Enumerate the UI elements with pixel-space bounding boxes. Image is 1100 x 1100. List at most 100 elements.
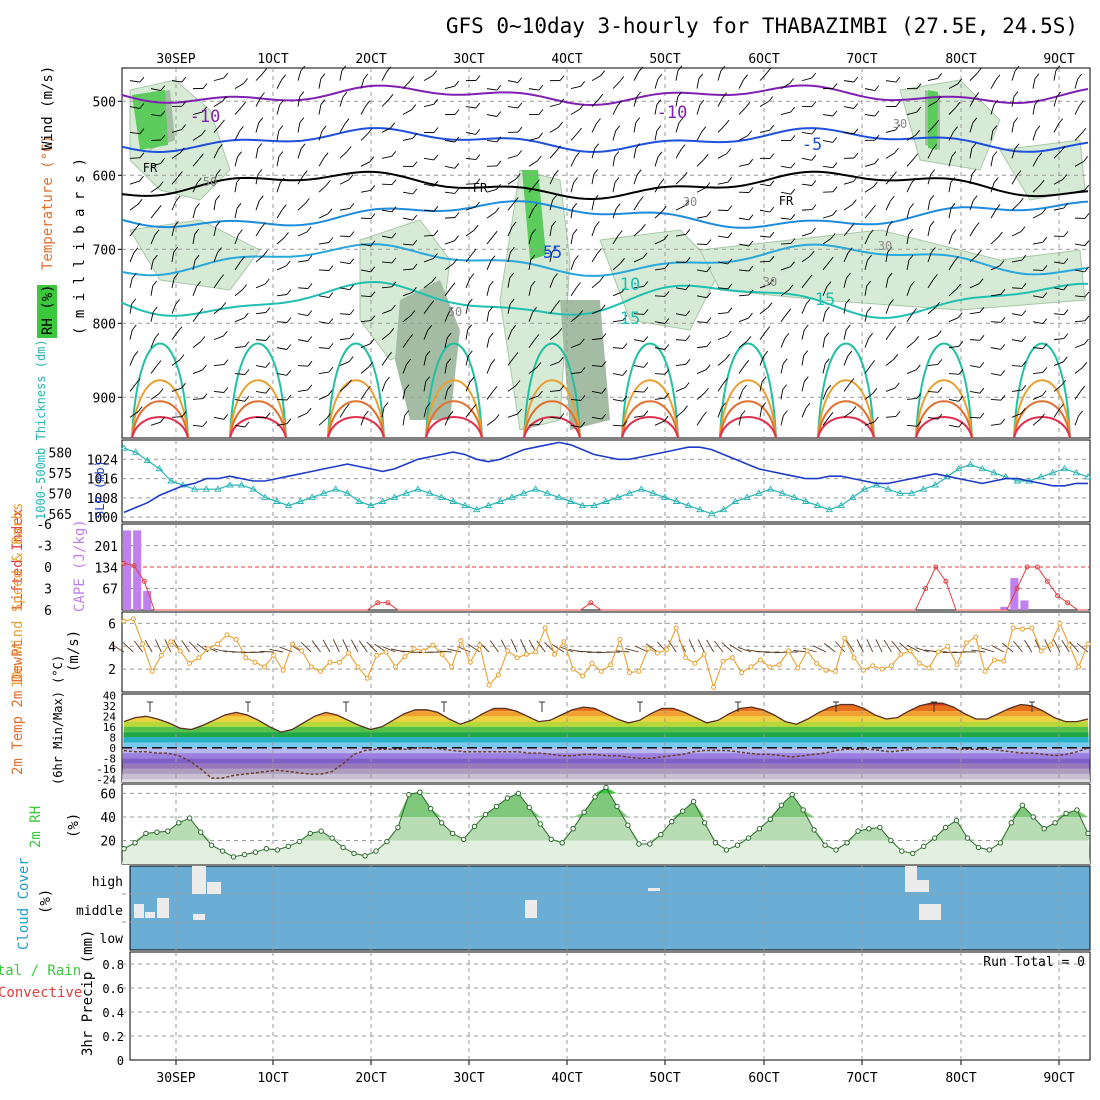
wind-barb <box>444 363 448 374</box>
wind-barb-flag <box>217 247 222 253</box>
wind-barb <box>1053 361 1064 366</box>
wind-barb-flag <box>363 73 369 80</box>
wind-barb <box>570 372 581 374</box>
wind-barb <box>465 278 471 288</box>
wind-barb <box>360 320 371 323</box>
wind-barb <box>402 137 413 141</box>
wind-barb <box>990 156 994 167</box>
wind-barb <box>129 356 135 366</box>
li-tick: -3 <box>36 540 52 555</box>
wind10m-marker <box>177 648 183 654</box>
wind-barb <box>990 423 1001 426</box>
precip-tick: 0.2 <box>102 1030 124 1044</box>
wind-barb <box>192 260 196 271</box>
wind-barb-flag <box>874 158 879 164</box>
wind-barb <box>738 415 742 426</box>
wind-barb <box>675 149 682 159</box>
wind-barb-flag <box>160 416 165 423</box>
wind-barb-flag <box>321 125 327 132</box>
wind-barb-flag <box>895 124 901 131</box>
wind-barb-flag <box>866 280 872 287</box>
wind-barb-flag <box>638 196 644 202</box>
wind-barb <box>801 183 812 186</box>
wind-barb-flag <box>488 306 494 313</box>
wind-barb <box>192 111 203 115</box>
wind-barb-flag <box>614 177 620 183</box>
wind-barb <box>675 287 686 291</box>
wind-barb <box>591 98 600 107</box>
wind-barb <box>150 260 154 271</box>
wind-barb <box>129 303 133 314</box>
wind-barb <box>633 228 642 237</box>
wind-barb-flag <box>866 306 872 313</box>
wind-barb-flag <box>789 78 794 84</box>
wind10m-marker <box>870 663 876 669</box>
wind-barb-flag <box>1021 310 1027 316</box>
wind-barb-flag <box>221 302 227 308</box>
wind-barb <box>1032 321 1043 325</box>
wind-barb-flag <box>706 239 712 245</box>
wind-barb-flag <box>824 306 830 313</box>
wind10m-marker <box>683 655 689 661</box>
wind-barb-flag <box>475 102 481 109</box>
wind-barb-flag <box>615 125 621 132</box>
wind-barb-flag <box>286 394 292 401</box>
wind-barb <box>927 279 934 289</box>
wind10m-marker <box>823 667 829 673</box>
wind10m-marker <box>327 659 333 665</box>
wind-barb <box>948 288 957 297</box>
wind10m-barb <box>520 639 527 653</box>
wind10m-marker <box>580 673 586 679</box>
wind-barb <box>969 122 974 133</box>
wind-barb-flag <box>895 411 901 417</box>
wind-barb-flag <box>677 91 683 97</box>
wind-barb <box>213 416 224 420</box>
wind-barb-flag <box>386 66 392 73</box>
wind-barb-flag <box>411 104 417 110</box>
wind10m-barb <box>269 648 284 653</box>
wind-barb <box>864 234 870 245</box>
wind-barb-flag <box>912 308 917 314</box>
wind10m-axis: 642 <box>108 617 116 678</box>
cape-tick: 201 <box>95 540 118 555</box>
wind-barb-flag <box>433 154 439 161</box>
rh-marker <box>504 795 511 801</box>
wind10m-marker <box>645 646 651 652</box>
thickness-marker <box>849 493 857 500</box>
rh2m-unit: (%) <box>66 813 82 838</box>
wind10m-marker <box>121 618 127 624</box>
wind-barb <box>213 335 224 341</box>
wind-barb-flag <box>307 255 313 261</box>
wind-barb <box>339 96 344 107</box>
wind-barb <box>780 266 791 271</box>
wind-barb-flag <box>916 421 922 427</box>
wind10m-barb <box>714 640 724 653</box>
contour-loop <box>621 342 679 439</box>
slp-tick: 1016 <box>87 473 118 488</box>
contour-label: 30 <box>893 117 907 131</box>
rh-marker <box>537 821 543 827</box>
wind-barb <box>633 415 644 418</box>
wind-barb <box>591 416 602 420</box>
wind-barb <box>402 415 406 426</box>
wind-barb-flag <box>953 126 958 132</box>
wind-barb-flag <box>932 144 937 150</box>
wind-barb-flag <box>433 253 438 259</box>
wind-barb-flag <box>805 402 811 409</box>
wind-barb <box>633 285 644 289</box>
wind-barb <box>129 252 135 263</box>
wind10m-marker <box>907 648 913 654</box>
wind10m-marker <box>523 651 529 657</box>
precip-tick: 0.8 <box>102 958 124 972</box>
wind-barb <box>486 391 494 400</box>
wind-barb-flag <box>181 100 187 107</box>
wind-barb <box>1011 96 1015 107</box>
wind-barb-flag <box>557 328 563 334</box>
wind10m-barb <box>688 639 696 653</box>
wind10m-marker <box>655 650 660 656</box>
wind-barb-flag <box>281 74 286 81</box>
wind10m-marker <box>196 655 202 661</box>
rh-marker <box>176 820 182 826</box>
wind-barb-flag <box>467 298 473 305</box>
temp-band <box>122 732 1090 738</box>
